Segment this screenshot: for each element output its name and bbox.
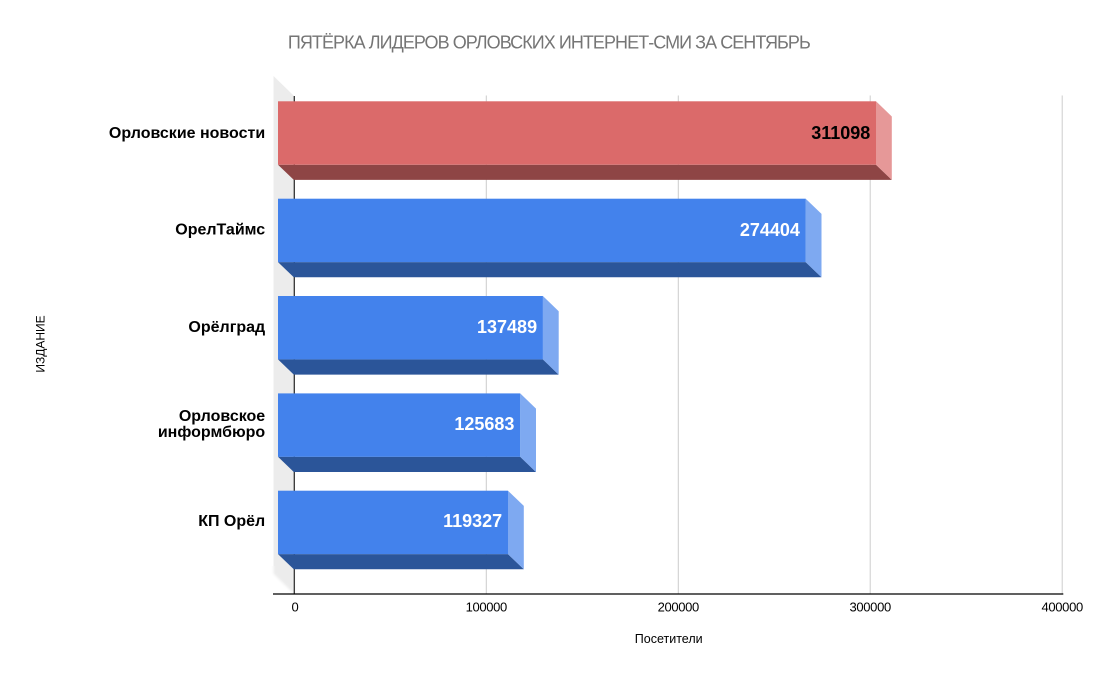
svg-text:ОрелТаймс: ОрелТаймс [175, 221, 265, 238]
svg-text:200000: 200000 [658, 600, 699, 615]
svg-text:Посетители: Посетители [635, 632, 703, 646]
svg-text:ИЗДАНИЕ: ИЗДАНИЕ [33, 315, 47, 372]
svg-text:125683: 125683 [454, 414, 514, 434]
svg-text:300000: 300000 [850, 600, 891, 615]
svg-text:информбюро: информбюро [158, 424, 266, 441]
svg-text:Орловское: Орловское [179, 408, 265, 425]
svg-text:Орловские новости: Орловские новости [109, 125, 265, 142]
svg-text:119327: 119327 [443, 511, 502, 531]
svg-text:Орёлград: Орёлград [188, 319, 265, 336]
svg-text:137489: 137489 [477, 317, 537, 337]
svg-text:ПЯТЁРКА ЛИДЕРОВ ОРЛОВСКИХ ИНТЕ: ПЯТЁРКА ЛИДЕРОВ ОРЛОВСКИХ ИНТЕРНЕТ-СМИ З… [288, 32, 810, 52]
svg-text:0: 0 [291, 600, 298, 615]
svg-text:311098: 311098 [811, 123, 870, 143]
svg-text:400000: 400000 [1042, 600, 1083, 615]
svg-text:100000: 100000 [466, 600, 507, 615]
svg-text:274404: 274404 [740, 220, 800, 240]
svg-text:КП Орёл: КП Орёл [198, 513, 265, 530]
